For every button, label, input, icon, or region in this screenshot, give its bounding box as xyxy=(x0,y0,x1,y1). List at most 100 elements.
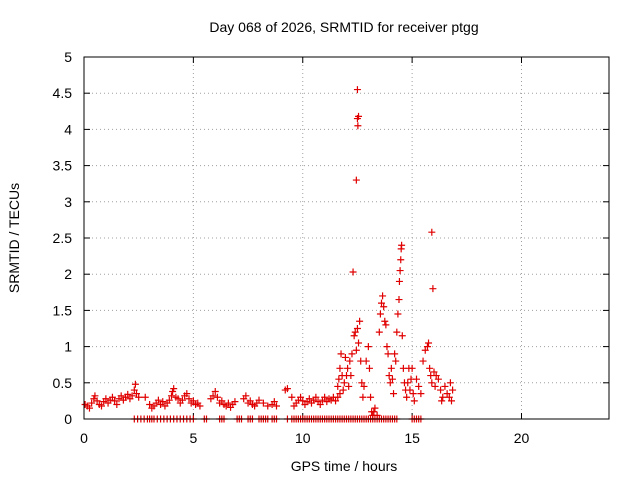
data-point xyxy=(334,393,342,401)
data-point xyxy=(382,321,390,329)
data-point xyxy=(396,267,404,275)
data-point xyxy=(448,397,455,405)
data-point xyxy=(154,396,162,404)
y-tick-label: 3.5 xyxy=(53,158,73,174)
data-point xyxy=(259,399,267,407)
data-point xyxy=(376,310,384,318)
data-point xyxy=(85,404,93,412)
data-point xyxy=(108,393,116,401)
data-point xyxy=(423,343,431,351)
y-axis-label: SRMTID / TECUs xyxy=(6,183,22,293)
data-point xyxy=(91,392,99,400)
data-point xyxy=(341,353,349,361)
data-point xyxy=(388,375,396,383)
data-point xyxy=(406,386,414,394)
data-point xyxy=(283,385,291,393)
data-point xyxy=(141,393,149,401)
chart-title: Day 068 of 2026, SRMTID for receiver ptg… xyxy=(209,19,478,35)
y-tick-label: 2.5 xyxy=(53,230,73,246)
data-point xyxy=(273,402,280,410)
data-point xyxy=(398,241,406,249)
data-points xyxy=(81,86,457,423)
data-point xyxy=(124,390,132,398)
x-axis-label: GPS time / hours xyxy=(291,458,398,474)
data-point xyxy=(111,397,119,405)
data-point xyxy=(88,399,96,407)
data-point xyxy=(428,379,436,387)
data-point xyxy=(345,382,353,390)
data-point xyxy=(426,364,434,372)
plot-frame xyxy=(83,56,610,420)
data-point xyxy=(421,346,429,354)
data-point xyxy=(353,86,361,94)
data-point xyxy=(174,395,182,403)
data-point xyxy=(351,328,359,336)
data-point xyxy=(378,299,385,307)
data-point xyxy=(437,386,445,394)
data-point xyxy=(305,395,313,403)
data-point xyxy=(224,399,232,407)
data-point xyxy=(425,339,433,347)
data-point xyxy=(133,390,140,398)
data-point xyxy=(353,325,361,332)
data-point xyxy=(340,379,348,387)
data-point xyxy=(146,401,154,409)
data-point xyxy=(189,397,197,405)
data-point xyxy=(362,357,370,365)
data-point xyxy=(355,339,363,347)
data-point xyxy=(130,386,138,394)
y-tick-label: 4 xyxy=(64,121,72,137)
data-point xyxy=(383,343,391,351)
data-point xyxy=(375,328,383,336)
data-point xyxy=(365,364,373,372)
data-point xyxy=(270,398,278,406)
data-point xyxy=(428,228,436,236)
y-tick-label: 1 xyxy=(64,339,72,355)
data-point xyxy=(128,392,136,400)
data-point xyxy=(392,357,400,365)
grid-lines xyxy=(84,57,609,419)
data-point xyxy=(168,392,175,400)
data-point xyxy=(360,382,368,390)
data-point xyxy=(178,396,186,404)
data-point xyxy=(384,350,392,358)
data-point xyxy=(255,396,263,404)
data-point xyxy=(337,350,345,358)
data-point xyxy=(334,382,342,390)
data-point xyxy=(242,392,250,400)
data-point xyxy=(386,379,394,387)
data-point xyxy=(209,392,217,400)
data-point xyxy=(358,379,366,387)
data-point xyxy=(231,398,239,406)
y-tick-label: 2 xyxy=(64,266,72,282)
data-point xyxy=(379,292,387,300)
data-point xyxy=(185,395,193,403)
data-point xyxy=(370,408,378,416)
data-point xyxy=(373,411,381,419)
data-point xyxy=(356,317,364,325)
x-tick-label: 0 xyxy=(80,430,88,446)
data-point xyxy=(297,393,305,401)
y-tick-label: 5 xyxy=(64,49,72,65)
data-point xyxy=(431,382,439,390)
data-point xyxy=(117,392,125,400)
data-point xyxy=(432,372,440,380)
data-point xyxy=(417,390,425,398)
x-tick-label: 10 xyxy=(295,430,311,446)
data-point xyxy=(410,397,418,405)
data-point xyxy=(352,346,360,354)
data-point xyxy=(102,395,110,403)
data-point xyxy=(367,393,375,401)
data-point xyxy=(413,375,420,383)
data-point xyxy=(381,317,389,325)
data-point xyxy=(349,268,357,276)
data-point xyxy=(131,380,139,388)
data-point xyxy=(409,390,417,398)
x-tick-label: 20 xyxy=(514,430,530,446)
data-point xyxy=(355,112,363,120)
data-point xyxy=(403,393,411,401)
data-point xyxy=(434,375,442,383)
data-point xyxy=(159,398,167,406)
data-point xyxy=(264,402,272,410)
